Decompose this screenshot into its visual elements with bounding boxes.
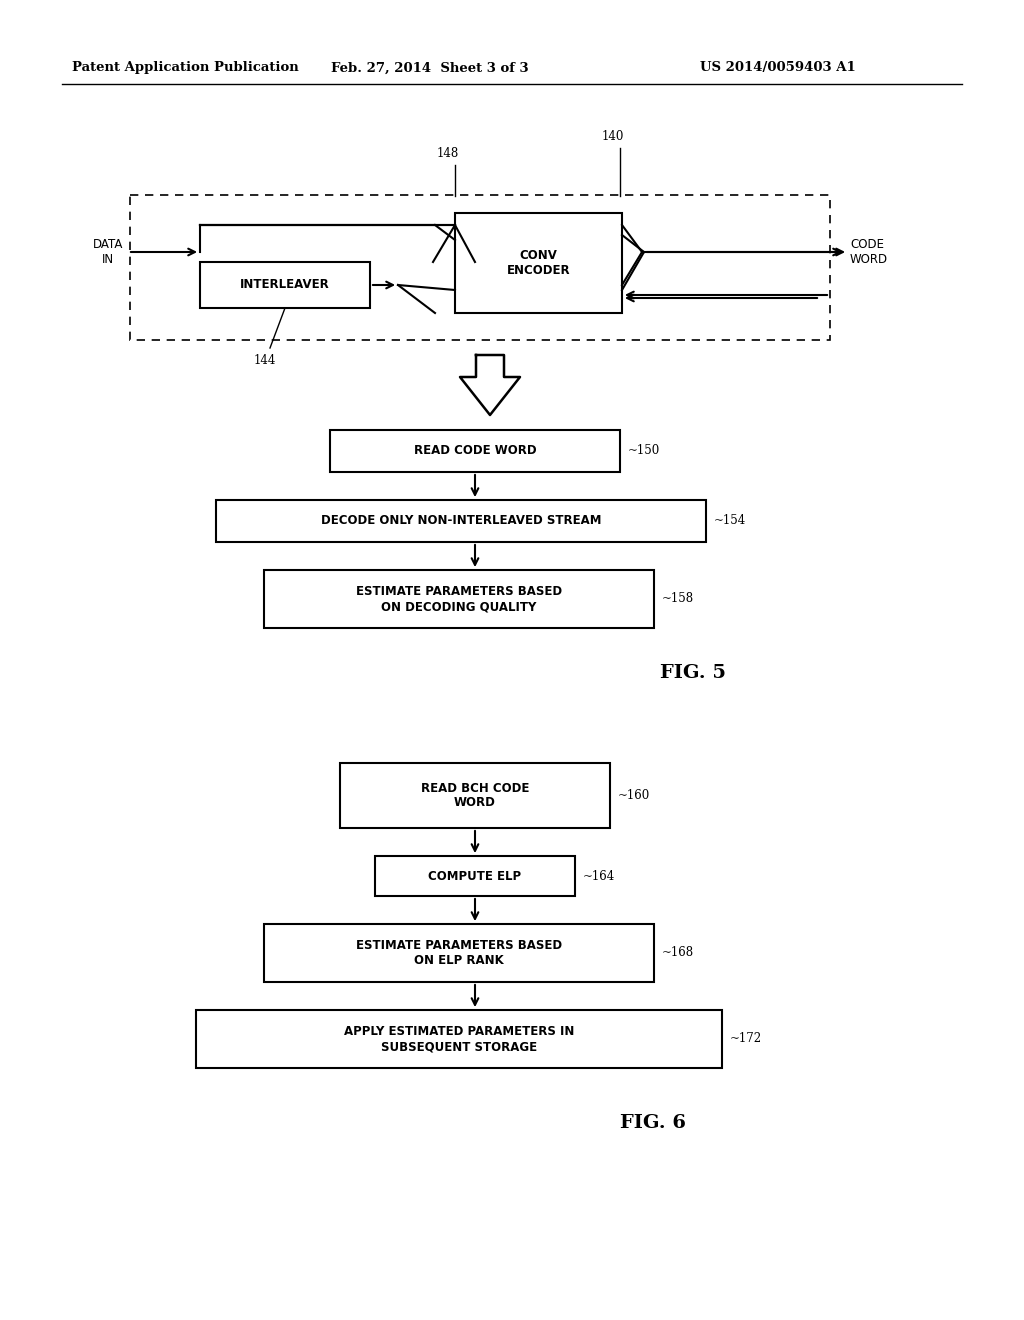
Text: Patent Application Publication: Patent Application Publication bbox=[72, 62, 299, 74]
Bar bbox=[375, 855, 575, 896]
Text: COMPUTE ELP: COMPUTE ELP bbox=[428, 870, 521, 883]
Text: ESTIMATE PARAMETERS BASED
ON DECODING QUALITY: ESTIMATE PARAMETERS BASED ON DECODING QU… bbox=[356, 585, 562, 612]
Text: FIG. 5: FIG. 5 bbox=[660, 664, 726, 682]
Text: FIG. 6: FIG. 6 bbox=[620, 1114, 686, 1133]
Text: 148: 148 bbox=[437, 147, 459, 160]
Polygon shape bbox=[460, 355, 520, 414]
Text: ~158: ~158 bbox=[662, 593, 694, 606]
Text: CODE
WORD: CODE WORD bbox=[850, 238, 888, 267]
Bar bbox=[200, 261, 370, 308]
Bar bbox=[340, 763, 610, 828]
Bar bbox=[264, 570, 654, 628]
Text: DECODE ONLY NON-INTERLEAVED STREAM: DECODE ONLY NON-INTERLEAVED STREAM bbox=[321, 515, 601, 528]
Text: Feb. 27, 2014  Sheet 3 of 3: Feb. 27, 2014 Sheet 3 of 3 bbox=[331, 62, 528, 74]
Text: READ CODE WORD: READ CODE WORD bbox=[414, 445, 537, 458]
Text: APPLY ESTIMATED PARAMETERS IN
SUBSEQUENT STORAGE: APPLY ESTIMATED PARAMETERS IN SUBSEQUENT… bbox=[344, 1026, 574, 1053]
Text: 140: 140 bbox=[602, 129, 625, 143]
Text: ~160: ~160 bbox=[618, 789, 650, 803]
Text: CONV
ENCODER: CONV ENCODER bbox=[507, 249, 570, 277]
Text: ~150: ~150 bbox=[628, 445, 660, 458]
Text: 144: 144 bbox=[254, 354, 276, 367]
Text: ESTIMATE PARAMETERS BASED
ON ELP RANK: ESTIMATE PARAMETERS BASED ON ELP RANK bbox=[356, 939, 562, 968]
Text: READ BCH CODE
WORD: READ BCH CODE WORD bbox=[421, 781, 529, 809]
Text: ~172: ~172 bbox=[730, 1032, 762, 1045]
Text: ~164: ~164 bbox=[583, 870, 615, 883]
Bar bbox=[330, 430, 620, 473]
Text: INTERLEAVER: INTERLEAVER bbox=[240, 279, 330, 292]
Text: DATA
IN: DATA IN bbox=[93, 238, 123, 267]
Bar bbox=[130, 195, 830, 341]
Bar bbox=[455, 213, 622, 313]
Text: US 2014/0059403 A1: US 2014/0059403 A1 bbox=[700, 62, 856, 74]
Bar bbox=[216, 500, 706, 543]
Text: ~154: ~154 bbox=[714, 515, 746, 528]
Bar bbox=[196, 1010, 722, 1068]
Bar bbox=[264, 924, 654, 982]
Text: ~168: ~168 bbox=[662, 946, 694, 960]
